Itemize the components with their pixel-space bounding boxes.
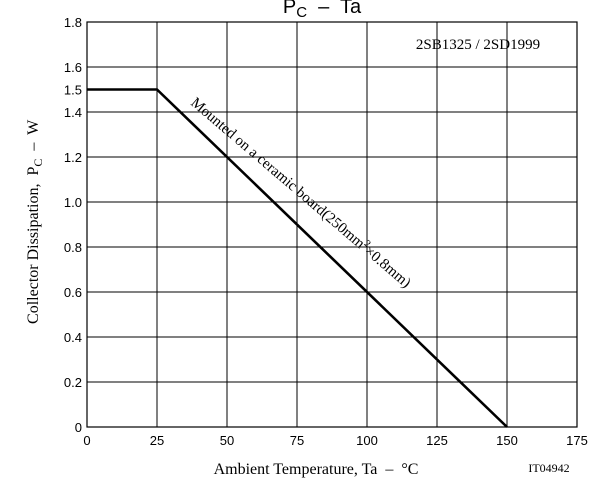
tick-labels: 0 25 50 75 100 125 150 175 0 0.2 0.4 0.6 0.8 1.0 1.2 1.…	[64, 15, 588, 448]
y-tick-label: 1.4	[64, 105, 82, 120]
x-tick-label: 150	[496, 433, 518, 448]
x-tick-label: 75	[290, 433, 304, 448]
plot-frame	[86, 21, 578, 428]
y-tick-label: 0.2	[64, 375, 82, 390]
chart-title: PC – Ta	[283, 0, 362, 21]
svg-text:Mounted on a ceramic board(250: Mounted on a ceramic board(250mm2×0.8mm)	[187, 93, 415, 291]
y-tick-label: 0.4	[64, 330, 82, 345]
y-tick-label: 0.6	[64, 285, 82, 300]
y-tick-label: 1.6	[64, 60, 82, 75]
y-tick-label: 1.5	[64, 83, 82, 98]
part-number-label: 2SB1325 / 2SD1999	[416, 37, 540, 53]
y-tick-label: 1.2	[64, 150, 82, 165]
x-axis-label: Ambient Temperature, Ta – °C	[214, 461, 419, 478]
series-layer	[87, 88, 508, 428]
y-axis-label-group: Collector Dissipation, PC – W	[25, 100, 45, 352]
curve-annotation-end: ×0.8mm)	[361, 243, 414, 291]
title-sub: C	[296, 4, 307, 21]
y-axis-label-main: Collector Dissipation, P	[25, 167, 42, 324]
derating-curve	[87, 88, 508, 428]
y-tick-label: 1.8	[64, 15, 82, 30]
y-tick-label: 1.0	[64, 195, 82, 210]
y-axis-label-rest: – W	[25, 119, 42, 159]
curve-annotation-sup: 2	[362, 238, 373, 250]
x-tick-label: 175	[566, 433, 588, 448]
curve-annotation-main: Mounted on a ceramic board(250mm	[187, 95, 367, 252]
x-tick-label: 0	[83, 433, 90, 448]
y-axis-label: Collector Dissipation, PC – W	[25, 100, 45, 352]
grid-lines	[87, 22, 577, 427]
x-tick-label: 50	[220, 433, 234, 448]
y-axis-label-sub: C	[31, 159, 45, 167]
title-rest: – Ta	[307, 0, 362, 18]
title-main: P	[283, 0, 296, 18]
curve-annotation: Mounted on a ceramic board(250mm2×0.8mm)	[187, 93, 415, 291]
y-tick-label: 0	[75, 420, 82, 435]
y-tick-label: 0.8	[64, 240, 82, 255]
x-tick-label: 25	[150, 433, 164, 448]
x-tick-label: 100	[356, 433, 378, 448]
x-tick-label: 125	[426, 433, 448, 448]
figure-code: IT04942	[528, 461, 569, 475]
